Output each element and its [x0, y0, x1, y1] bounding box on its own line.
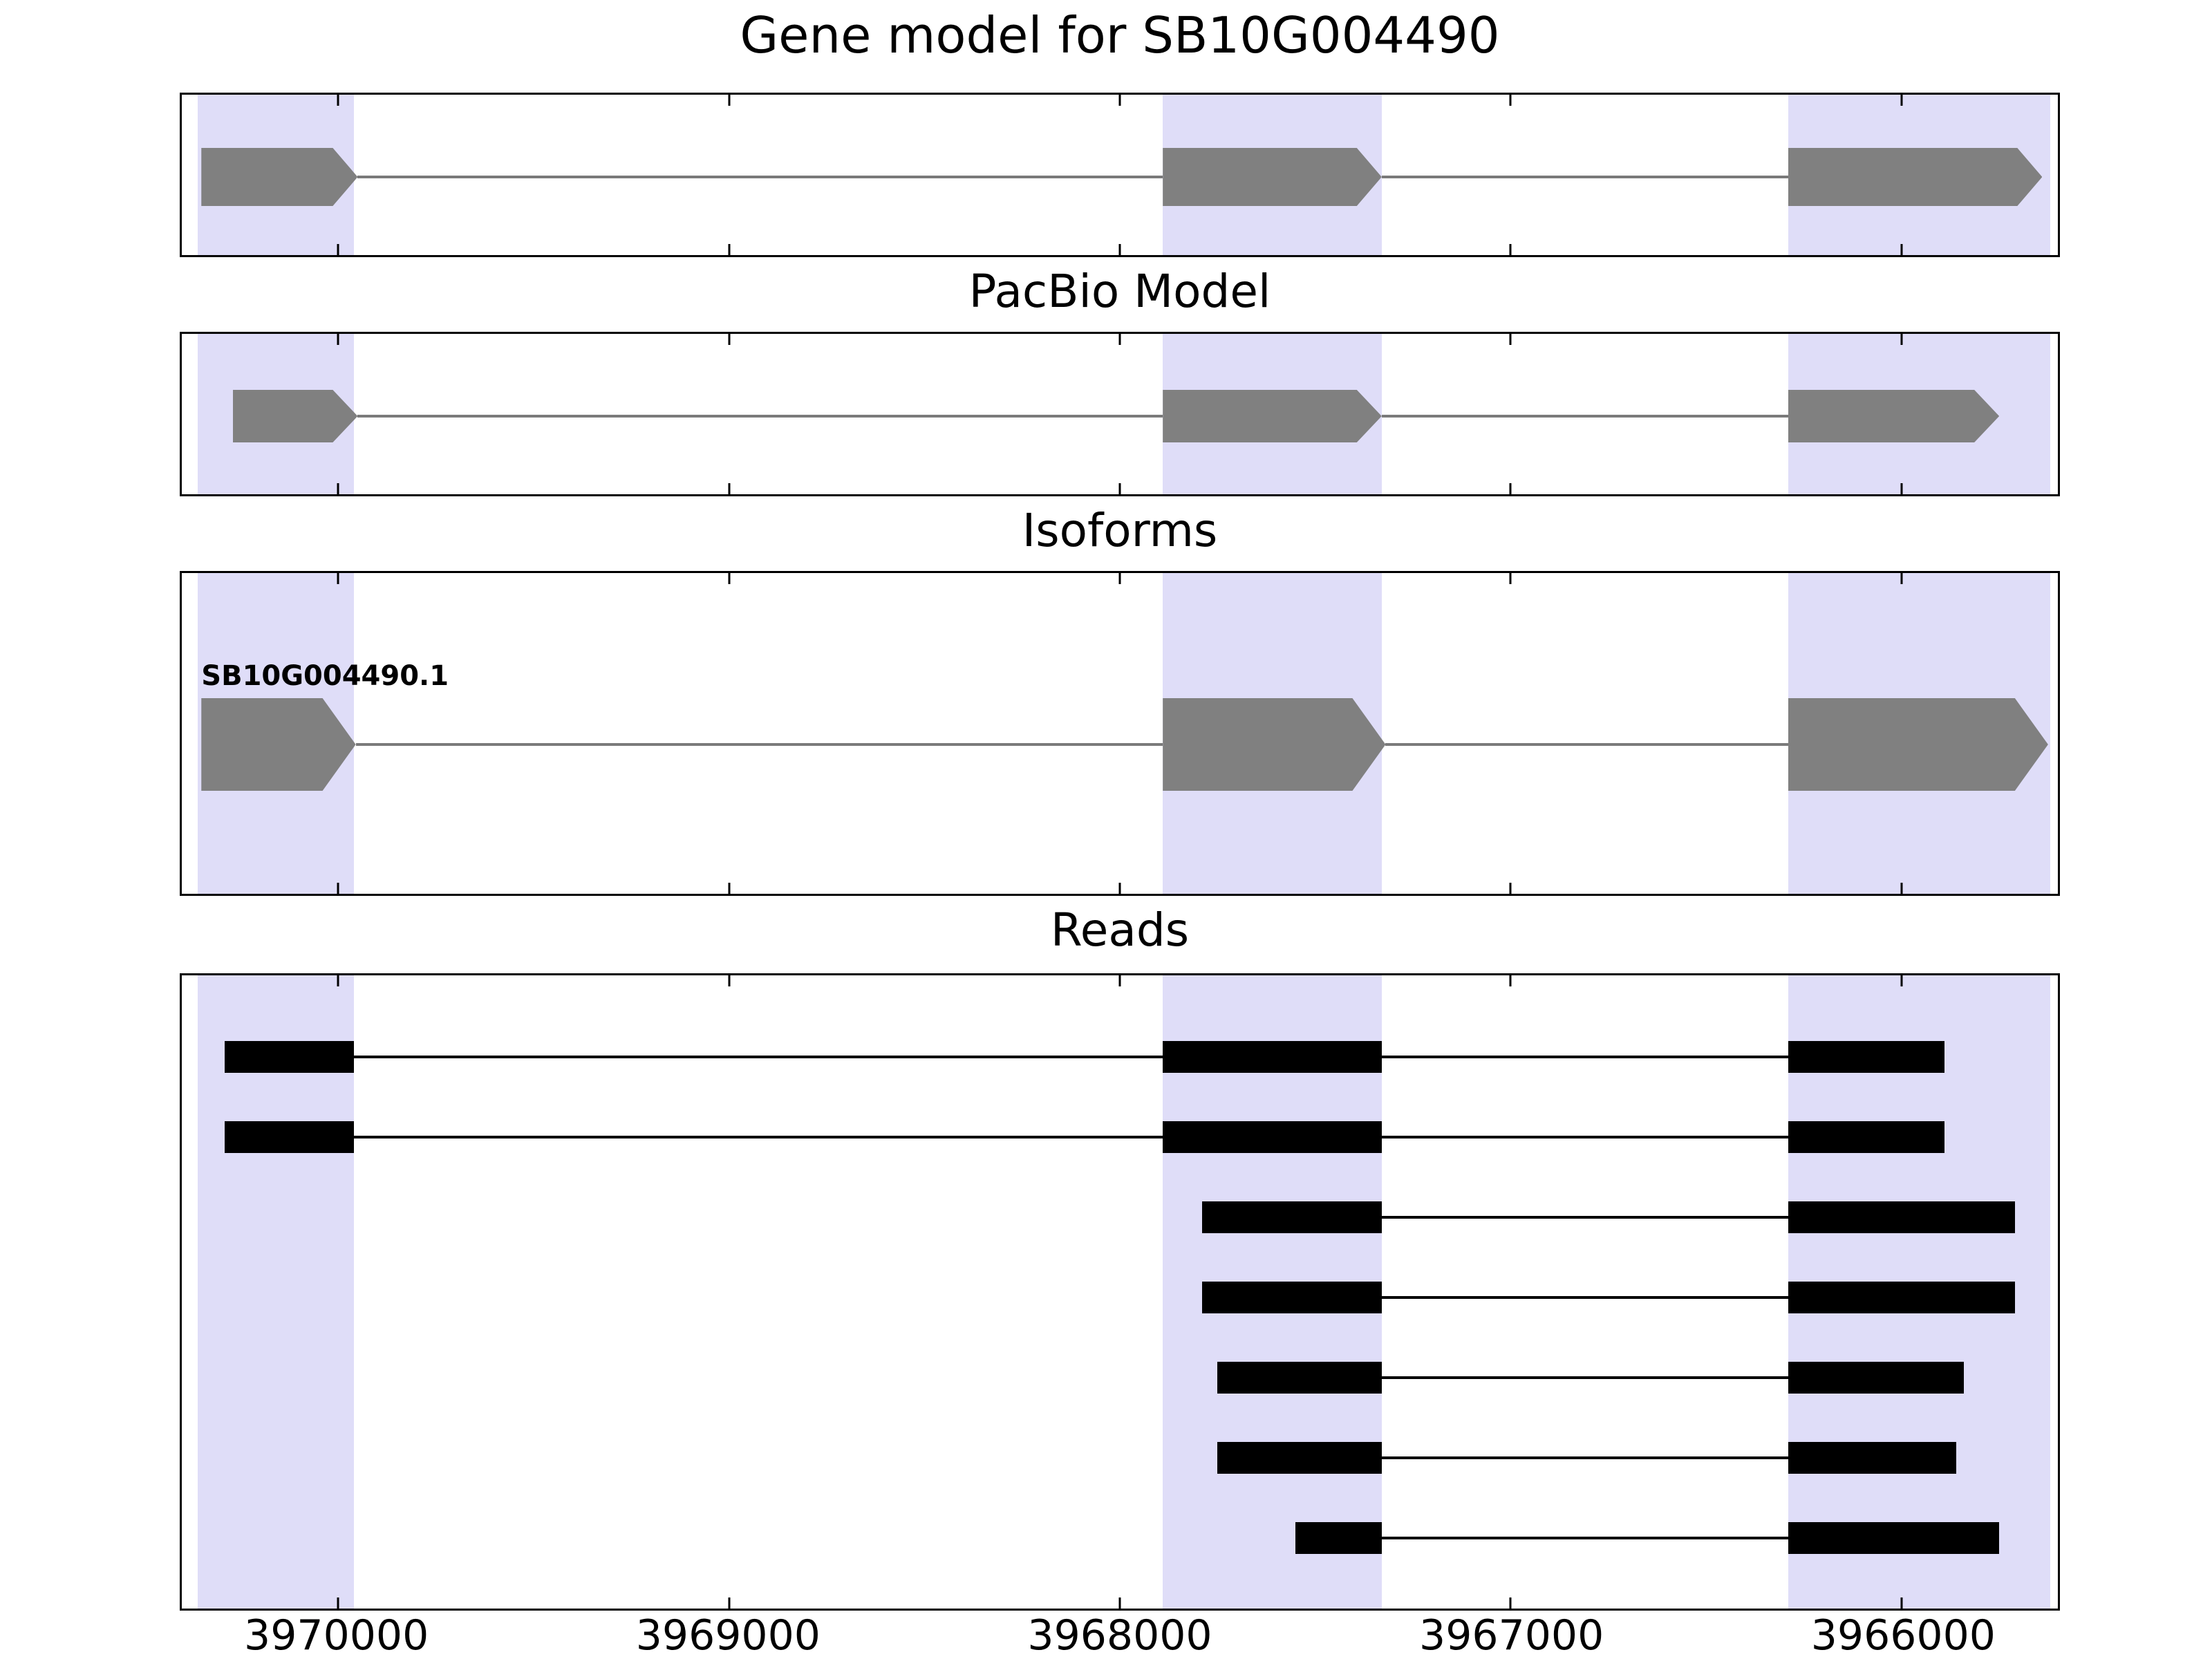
axis-tick-mark — [1118, 883, 1121, 894]
panel-isoforms: SB10G004490.1 — [180, 571, 2060, 896]
exon-block — [233, 390, 358, 442]
axis-tick-mark — [1900, 1597, 1903, 1609]
intron-line — [1385, 743, 1788, 746]
axis-tick-mark — [1118, 573, 1121, 584]
read-gap-line — [1381, 1376, 1788, 1379]
axis-tick-mark — [1118, 1597, 1121, 1609]
exon-block — [1788, 390, 1999, 442]
axis-tick-mark — [1509, 334, 1512, 345]
read-block — [1217, 1442, 1382, 1474]
panel-gene-model — [180, 93, 2060, 257]
axis-tick-mark — [1900, 334, 1903, 345]
x-tick-label: 3966000 — [1810, 1611, 1996, 1659]
axis-tick-mark — [1118, 483, 1121, 494]
axis-tick-mark — [728, 95, 731, 106]
exon-block — [1788, 698, 2048, 791]
read-block — [1201, 1201, 1382, 1233]
read-block — [1163, 1041, 1382, 1073]
exon-block — [1163, 698, 1385, 791]
axis-tick-mark — [1118, 975, 1121, 986]
axis-tick-mark — [1509, 244, 1512, 255]
axis-tick-mark — [1900, 483, 1903, 494]
highlight-band — [197, 975, 354, 1609]
read-block — [1217, 1362, 1382, 1394]
axis-tick-mark — [1509, 975, 1512, 986]
axis-tick-mark — [1900, 975, 1903, 986]
x-tick-label: 3970000 — [244, 1611, 429, 1659]
isoform-label: SB10G004490.1 — [201, 660, 449, 692]
panel-title-pacbio-model: PacBio Model — [968, 265, 1271, 318]
read-gap-line — [1381, 1136, 1788, 1138]
axis-tick-mark — [1900, 244, 1903, 255]
axis-tick-mark — [728, 483, 731, 494]
axis-tick-mark — [337, 483, 339, 494]
read-gap-line — [353, 1136, 1163, 1138]
read-gap-line — [1381, 1056, 1788, 1058]
x-tick-label: 3967000 — [1419, 1611, 1604, 1659]
read-gap-line — [1381, 1296, 1788, 1299]
read-block — [1788, 1201, 2015, 1233]
read-block — [1788, 1121, 1945, 1153]
axis-tick-mark — [1118, 244, 1121, 255]
exon-block — [1163, 148, 1382, 206]
exon-block — [1788, 148, 2043, 206]
axis-tick-mark — [1509, 573, 1512, 584]
axis-tick-mark — [337, 244, 339, 255]
read-block — [225, 1041, 354, 1073]
read-block — [1788, 1041, 1945, 1073]
axis-tick-mark — [728, 883, 731, 894]
axis-tick-mark — [1900, 95, 1903, 106]
read-block — [1788, 1362, 1965, 1394]
panel-title-reads: Reads — [1050, 903, 1190, 957]
panel-title-gene-model: Gene model for SB10G004490 — [740, 6, 1500, 64]
read-block — [1788, 1442, 1956, 1474]
read-block — [225, 1121, 354, 1153]
read-gap-line — [1381, 1537, 1788, 1539]
axis-tick-mark — [337, 883, 339, 894]
axis-tick-mark — [337, 334, 339, 345]
axis-tick-mark — [337, 95, 339, 106]
read-block — [1788, 1522, 2000, 1554]
read-block — [1788, 1282, 2015, 1313]
x-axis: 3970000 3969000 3968000 3967000 3966000 — [180, 1615, 2060, 1658]
axis-tick-mark — [728, 334, 731, 345]
axis-tick-mark — [1118, 334, 1121, 345]
axis-tick-mark — [1900, 573, 1903, 584]
axis-tick-mark — [337, 573, 339, 584]
axis-tick-mark — [1509, 95, 1512, 106]
intron-line — [1381, 176, 1788, 178]
read-gap-line — [1381, 1456, 1788, 1459]
panel-title-isoforms: Isoforms — [1022, 504, 1218, 557]
axis-tick-mark — [728, 1597, 731, 1609]
intron-line — [1381, 415, 1788, 418]
intron-line — [357, 415, 1163, 418]
x-tick-label: 3969000 — [635, 1611, 821, 1659]
read-gap-line — [353, 1056, 1163, 1058]
axis-tick-mark — [1509, 1597, 1512, 1609]
axis-tick-mark — [337, 975, 339, 986]
read-gap-line — [1381, 1216, 1788, 1219]
panel-reads — [180, 973, 2060, 1611]
axis-tick-mark — [1900, 883, 1903, 894]
axis-tick-mark — [1509, 883, 1512, 894]
axis-tick-mark — [728, 244, 731, 255]
x-tick-label: 3968000 — [1027, 1611, 1212, 1659]
intron-line — [355, 743, 1163, 746]
exon-block — [201, 698, 355, 791]
axis-tick-mark — [337, 1597, 339, 1609]
axis-tick-mark — [1509, 483, 1512, 494]
panel-pacbio-model — [180, 332, 2060, 496]
exon-block — [1163, 390, 1382, 442]
read-block — [1201, 1282, 1382, 1313]
axis-tick-mark — [1118, 95, 1121, 106]
read-block — [1295, 1522, 1382, 1554]
exon-block — [201, 148, 357, 206]
read-block — [1163, 1121, 1382, 1153]
intron-line — [357, 176, 1163, 178]
axis-tick-mark — [728, 573, 731, 584]
axis-tick-mark — [728, 975, 731, 986]
